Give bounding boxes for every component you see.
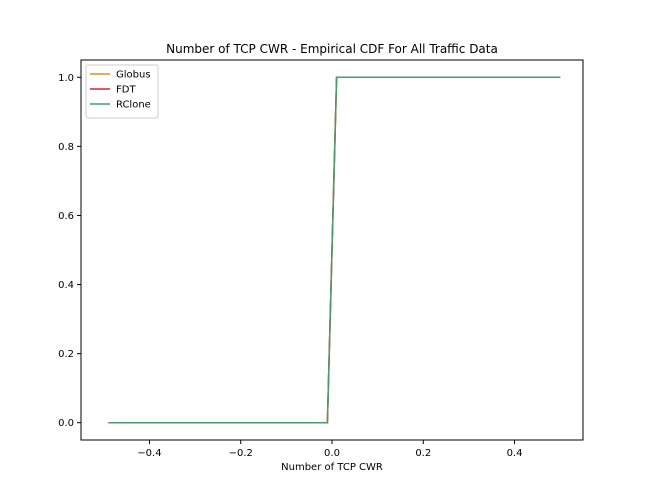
legend-label-globus: Globus	[116, 70, 151, 81]
y-tick-label: 0.4	[58, 280, 74, 291]
y-tick-label: 0.0	[58, 418, 74, 429]
x-tick-label: 0.0	[324, 448, 340, 459]
series-layer	[108, 76, 561, 424]
y-ticks: 0.0 0.2 0.4 0.6 0.8 1.0	[58, 73, 81, 429]
legend: Globus FDT RClone	[85, 64, 159, 119]
y-tick-label: 0.2	[58, 349, 74, 360]
y-tick-label: 0.8	[58, 142, 74, 153]
x-ticks: −0.4 −0.2 0.0 0.2 0.4	[137, 440, 522, 459]
y-tick-label: 1.0	[58, 73, 74, 84]
legend-label-rclone: RClone	[116, 100, 151, 111]
x-tick-label: 0.2	[415, 448, 431, 459]
x-tick-label: −0.2	[229, 448, 253, 459]
chart-title: Number of TCP CWR - Empirical CDF For Al…	[166, 42, 498, 56]
x-tick-label: 0.4	[507, 448, 523, 459]
series-line-rclone	[108, 76, 561, 424]
y-tick-label: 0.6	[58, 211, 74, 222]
legend-label-fdt: FDT	[116, 85, 136, 96]
x-tick-label: −0.4	[137, 448, 161, 459]
x-axis-label: Number of TCP CWR	[281, 462, 383, 473]
